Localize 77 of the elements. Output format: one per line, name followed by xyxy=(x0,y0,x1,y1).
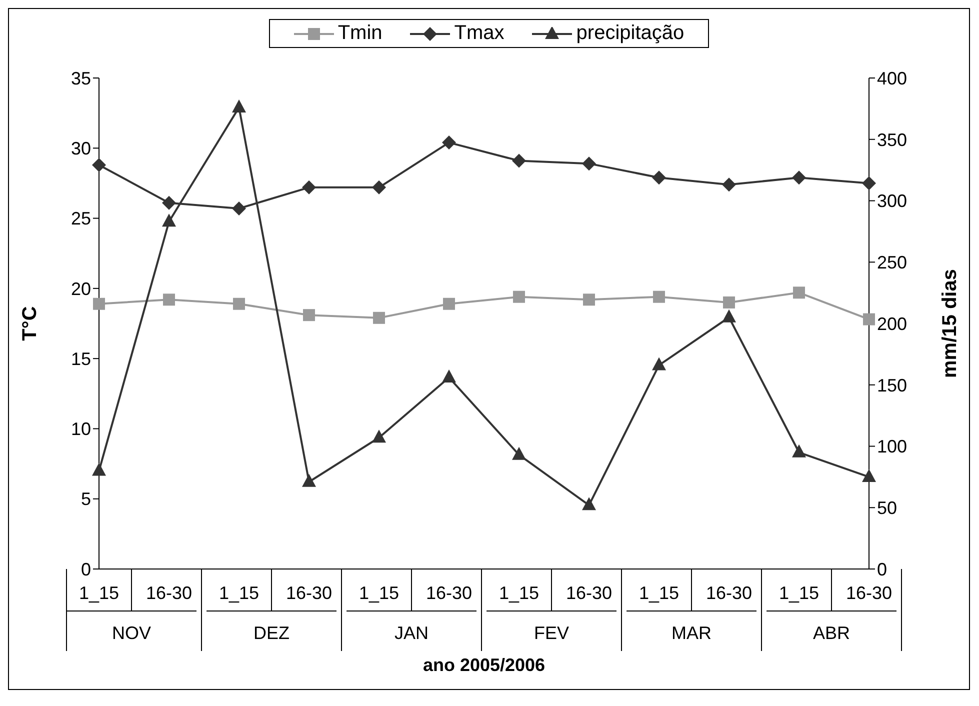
y-tick-label: 15 xyxy=(70,348,91,369)
point xyxy=(233,298,245,310)
point xyxy=(583,294,595,306)
point xyxy=(722,309,736,322)
point xyxy=(302,474,316,487)
point xyxy=(92,158,106,172)
point xyxy=(163,294,175,306)
point xyxy=(792,170,806,185)
y2-tick-label: 200 xyxy=(877,314,908,334)
x-tick-label: 16-30 xyxy=(426,583,472,603)
legend-label: Tmax xyxy=(453,22,504,45)
y-tick-label: 20 xyxy=(70,278,91,299)
point xyxy=(232,201,246,216)
point xyxy=(93,298,105,310)
y2-tick-label: 50 xyxy=(877,498,898,518)
point xyxy=(232,99,246,112)
y2-tick-label: 250 xyxy=(877,252,908,273)
point xyxy=(582,156,596,171)
y-tick-label: 5 xyxy=(80,489,91,510)
y-tick-label: 30 xyxy=(70,138,91,159)
point xyxy=(722,178,736,192)
point xyxy=(723,296,735,308)
text: JAN xyxy=(394,623,429,643)
y2-tick-label: 300 xyxy=(877,191,908,212)
y-tick-label: 0 xyxy=(80,559,91,580)
x-tick-label: 16-30 xyxy=(146,583,192,603)
point xyxy=(443,298,455,310)
y2-tick-label: 100 xyxy=(877,436,908,457)
point xyxy=(442,136,456,150)
y2-tick-label: 400 xyxy=(877,68,908,88)
x-tick-label: 1_15 xyxy=(778,583,820,603)
point xyxy=(512,446,526,460)
point xyxy=(863,313,875,326)
point xyxy=(92,462,106,476)
x-axis-title: ano 2005/2006 xyxy=(422,655,546,675)
point xyxy=(512,154,526,168)
point xyxy=(302,180,316,194)
point xyxy=(162,214,176,227)
x-tick-label: 1_15 xyxy=(78,583,120,603)
point xyxy=(372,180,386,194)
x-tick-label: 16-30 xyxy=(706,583,752,603)
y2-tick-label: 0 xyxy=(877,559,888,580)
x-tick-label: 1_15 xyxy=(218,583,260,603)
y2-tick-label: 150 xyxy=(877,375,908,396)
y2-tick-label: 350 xyxy=(877,130,908,150)
text: FEV xyxy=(534,623,570,643)
y-axis-title: T°C xyxy=(19,306,42,341)
point xyxy=(862,468,876,482)
point xyxy=(792,444,806,458)
point xyxy=(373,312,385,324)
y-tick-label: 25 xyxy=(70,208,91,229)
x-tick-label: 1_15 xyxy=(498,583,540,603)
point xyxy=(372,430,386,443)
x-tick-label: 1_15 xyxy=(358,583,400,603)
text: MAR xyxy=(672,623,712,643)
point xyxy=(162,196,176,210)
point xyxy=(652,357,666,370)
text: DEZ xyxy=(254,623,290,643)
point xyxy=(652,170,666,185)
y-tick-label: 35 xyxy=(70,68,91,88)
point xyxy=(653,290,665,303)
y2-axis-title: mm/15 dias xyxy=(939,269,962,378)
x-tick-label: 16-30 xyxy=(846,583,892,603)
point xyxy=(793,286,805,299)
legend-label: precipitação xyxy=(575,22,684,45)
legend-label: Tmin xyxy=(336,22,382,45)
point xyxy=(862,176,876,190)
x-tick-label: 16-30 xyxy=(286,583,332,603)
text: ABR xyxy=(812,623,850,643)
point xyxy=(442,370,456,383)
text: NOV xyxy=(112,623,152,643)
point xyxy=(582,497,596,510)
x-tick-label: 16-30 xyxy=(566,583,612,603)
y-tick-label: 10 xyxy=(70,419,91,440)
point xyxy=(303,309,315,322)
x-tick-label: 1_15 xyxy=(638,583,680,603)
point xyxy=(513,290,525,303)
